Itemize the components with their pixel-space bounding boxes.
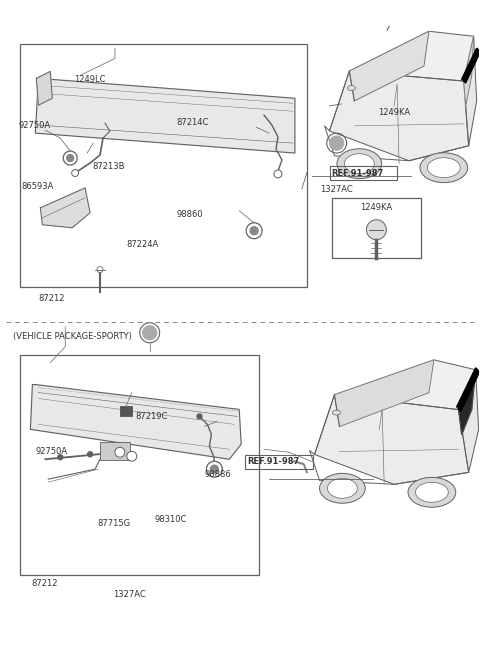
Polygon shape [30, 385, 241, 459]
Ellipse shape [344, 154, 374, 174]
Polygon shape [459, 370, 476, 434]
Circle shape [58, 455, 63, 460]
Text: 87219C: 87219C [135, 411, 168, 421]
Text: 1249KA: 1249KA [360, 203, 393, 212]
Text: 98860: 98860 [177, 210, 203, 219]
Circle shape [246, 223, 262, 239]
Bar [120, 406, 132, 417]
Polygon shape [462, 48, 480, 83]
Text: 98886: 98886 [204, 470, 231, 479]
Circle shape [72, 169, 79, 176]
Ellipse shape [327, 478, 357, 498]
Polygon shape [36, 78, 295, 153]
Bar [100, 442, 130, 460]
Ellipse shape [348, 85, 355, 90]
Polygon shape [349, 31, 474, 81]
Circle shape [87, 452, 93, 457]
Ellipse shape [320, 473, 365, 503]
Polygon shape [459, 370, 479, 473]
Text: 1249LC: 1249LC [74, 75, 106, 84]
Polygon shape [335, 360, 434, 426]
Text: 1249KA: 1249KA [378, 108, 410, 117]
Circle shape [97, 266, 103, 273]
Text: 87214C: 87214C [176, 118, 208, 127]
Polygon shape [335, 360, 476, 409]
Text: 87715G: 87715G [97, 519, 130, 528]
Circle shape [330, 136, 344, 150]
Ellipse shape [420, 153, 468, 183]
Polygon shape [464, 36, 474, 106]
Text: 98310C: 98310C [155, 516, 187, 525]
Ellipse shape [333, 410, 340, 415]
Text: 1327AC: 1327AC [113, 590, 145, 599]
Ellipse shape [337, 149, 382, 178]
Text: 86593A: 86593A [21, 182, 53, 191]
Bar [21, 355, 259, 575]
Text: 87213B: 87213B [93, 162, 125, 171]
Polygon shape [464, 36, 477, 146]
Ellipse shape [408, 477, 456, 507]
Circle shape [115, 447, 125, 457]
Circle shape [274, 170, 282, 178]
Bar [332, 198, 421, 258]
Text: 92750A: 92750A [19, 121, 51, 130]
Polygon shape [329, 71, 468, 161]
Ellipse shape [416, 482, 448, 502]
Text: 87224A: 87224A [126, 240, 158, 249]
Text: (VEHICLE PACKAGE-SPORTY): (VEHICLE PACKAGE-SPORTY) [13, 332, 132, 340]
Text: 92750A: 92750A [36, 447, 68, 456]
Text: REF.91-987: REF.91-987 [247, 457, 300, 466]
Circle shape [207, 467, 216, 475]
Circle shape [206, 461, 222, 477]
Circle shape [143, 326, 156, 340]
Circle shape [127, 451, 137, 461]
Circle shape [67, 154, 73, 161]
Polygon shape [40, 188, 90, 228]
Polygon shape [349, 31, 429, 101]
Circle shape [210, 465, 218, 473]
Circle shape [197, 414, 202, 419]
Circle shape [250, 227, 258, 235]
Circle shape [366, 220, 386, 240]
Text: 87212: 87212 [38, 294, 65, 303]
Text: 87212: 87212 [31, 579, 58, 588]
Text: REF.91-987: REF.91-987 [332, 169, 384, 178]
Polygon shape [457, 368, 480, 411]
Polygon shape [36, 72, 52, 105]
Circle shape [63, 151, 77, 165]
Bar [21, 44, 307, 286]
Text: 1327AC: 1327AC [320, 185, 353, 194]
Polygon shape [314, 395, 468, 484]
Ellipse shape [427, 158, 460, 178]
